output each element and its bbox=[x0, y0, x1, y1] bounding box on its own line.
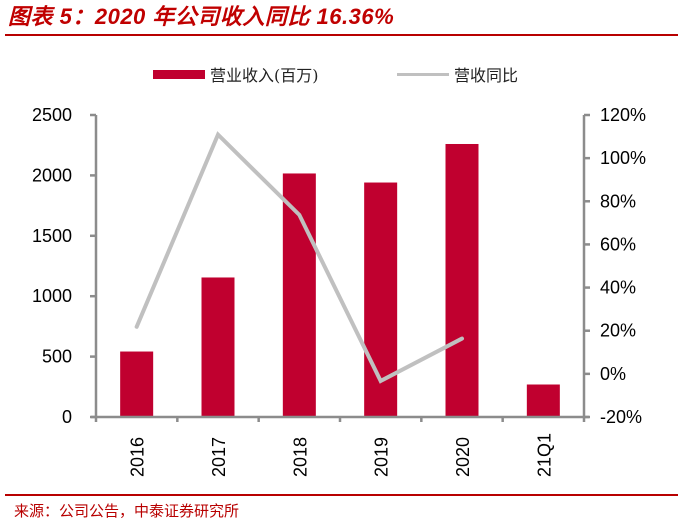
bar-2020 bbox=[445, 143, 479, 417]
growth-polyline bbox=[134, 131, 464, 384]
left-tick-label: 1500 bbox=[32, 226, 72, 246]
left-tick-label: 0 bbox=[62, 407, 72, 427]
bar-21Q1 bbox=[526, 384, 560, 417]
legend-item-growth: 营收同比 bbox=[397, 62, 518, 86]
legend-label-growth: 营收同比 bbox=[454, 66, 519, 85]
bar-2017 bbox=[201, 277, 235, 417]
legend-label-revenue: 营业收入(百万) bbox=[210, 66, 319, 85]
right-tick-label: 20% bbox=[600, 321, 636, 341]
source-note: 来源：公司公告，中泰证券研究所 bbox=[14, 502, 240, 520]
source-divider bbox=[5, 494, 678, 496]
bar-2016 bbox=[120, 351, 154, 417]
axes bbox=[90, 113, 590, 422]
left-tick-label: 2500 bbox=[32, 105, 72, 125]
right-tick-label: 120% bbox=[600, 105, 646, 125]
bar-2018 bbox=[282, 173, 316, 417]
chart-title: 图表 5：2020 年公司收入同比 16.36% bbox=[8, 4, 395, 29]
x-tick-label: 21Q1 bbox=[534, 433, 554, 477]
legend: 营业收入(百万) 营收同比 bbox=[0, 62, 687, 86]
right-tick-label: 40% bbox=[600, 278, 636, 298]
left-tick-label: 2000 bbox=[32, 165, 72, 185]
title-divider bbox=[5, 34, 678, 36]
x-tick-label: 2019 bbox=[372, 437, 392, 477]
legend-item-revenue: 营业收入(百万) bbox=[153, 62, 319, 86]
right-tick-label: -20% bbox=[600, 407, 642, 427]
x-tick-label: 2016 bbox=[128, 437, 148, 477]
x-tick-label: 2018 bbox=[290, 437, 310, 477]
axis-labels: 0 500 1000 1500 2000 2500 -20% 0% 20% 40% 60% 80% 10… bbox=[32, 105, 646, 477]
bar-swatch-icon bbox=[153, 69, 205, 79]
left-tick-label: 500 bbox=[42, 347, 72, 367]
x-tick-label: 2017 bbox=[209, 437, 229, 477]
right-tick-label: 0% bbox=[600, 364, 626, 384]
right-tick-label: 80% bbox=[600, 191, 636, 211]
right-tick-label: 100% bbox=[600, 148, 646, 168]
line-swatch-icon bbox=[397, 72, 449, 76]
left-tick-label: 1000 bbox=[32, 286, 72, 306]
revenue-bars bbox=[120, 143, 560, 417]
x-tick-label: 2020 bbox=[453, 437, 473, 477]
growth-line bbox=[134, 131, 464, 384]
right-tick-label: 60% bbox=[600, 234, 636, 254]
